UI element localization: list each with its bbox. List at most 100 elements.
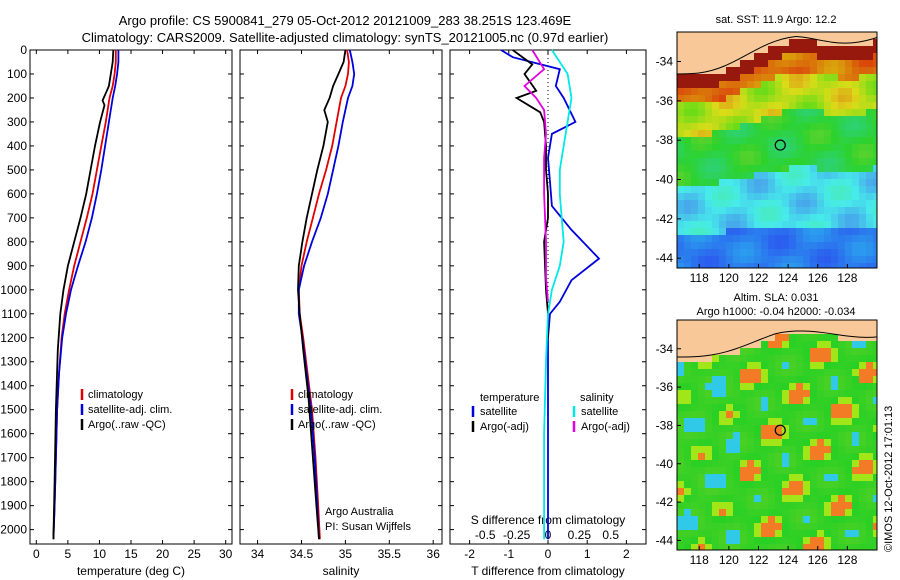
map-cell (761, 544, 769, 550)
map-cell (803, 516, 811, 524)
legend-label: satellite (480, 406, 517, 418)
map-cell (782, 362, 790, 370)
map-cell (817, 537, 825, 545)
map-cell (733, 425, 741, 433)
map-cell (810, 390, 818, 398)
map-cell (761, 249, 769, 257)
map-cell (866, 263, 874, 268)
map-cell (761, 418, 769, 426)
coastline-segment (725, 349, 734, 353)
map-cell (684, 544, 692, 550)
map-cell (691, 362, 699, 370)
map-cell (817, 418, 825, 426)
map-cell (726, 537, 734, 545)
map-cell (768, 242, 776, 250)
map-cell (719, 446, 727, 454)
map-cell (817, 411, 825, 419)
map-cell (712, 242, 720, 250)
map-cell (733, 172, 741, 180)
map-cell (754, 404, 762, 412)
map-cell (873, 137, 877, 145)
map-cell (754, 355, 762, 363)
coastline-segment (774, 331, 783, 335)
map-cell (873, 467, 877, 475)
map-cell (803, 411, 811, 419)
coastline-segment (732, 346, 741, 351)
map-cell (712, 39, 720, 47)
map-cell (852, 376, 860, 384)
map-cell (726, 214, 734, 222)
map-cell (761, 200, 769, 208)
map-cell (684, 404, 692, 412)
map-cell (838, 397, 846, 405)
map-cell (845, 158, 853, 166)
map-cell (775, 509, 783, 517)
map-cell (845, 334, 853, 342)
map-cell (831, 165, 839, 173)
map-cell (719, 502, 727, 510)
map-cell (698, 397, 706, 405)
map-cell (684, 369, 692, 377)
map-cell (782, 530, 790, 538)
map-cell (761, 179, 769, 187)
map-cell (831, 186, 839, 194)
coastline-segment (774, 38, 783, 42)
coastline-segment (697, 355, 706, 358)
map-cell (845, 460, 853, 468)
map-cell (845, 67, 853, 75)
map-cell (796, 509, 804, 517)
map-cell (677, 341, 685, 349)
map-cell (684, 242, 692, 250)
map-cell (768, 355, 776, 363)
map-cell (677, 439, 685, 447)
map-cell (859, 390, 867, 398)
map-cell (845, 362, 853, 370)
y-tick-label: 1600 (0, 427, 27, 441)
map-cell (796, 418, 804, 426)
map-cell (803, 425, 811, 433)
map-cell (866, 432, 874, 440)
map-x-tick-label: 118 (690, 271, 709, 285)
map-cell (831, 425, 839, 433)
map-cell (712, 193, 720, 201)
map-cell (817, 446, 825, 454)
map-cell (838, 116, 846, 124)
map-cell (831, 137, 839, 145)
map-cell (859, 109, 867, 117)
map-cell (824, 411, 832, 419)
map-cell (803, 446, 811, 454)
map-cell (831, 67, 839, 75)
map-cell (796, 249, 804, 257)
map-cell (712, 537, 720, 545)
map-cell (691, 418, 699, 426)
map-cell (684, 179, 692, 187)
map-cell (789, 158, 797, 166)
map-cell (824, 481, 832, 489)
map-cell (740, 334, 748, 342)
map-cell (733, 214, 741, 222)
map-cell (824, 235, 832, 243)
map-cell (768, 404, 776, 412)
map-cell (761, 397, 769, 405)
map-cell (824, 88, 832, 96)
map-cell (761, 537, 769, 545)
map-cell (859, 137, 867, 145)
map-cell (866, 88, 874, 96)
map-cell (698, 193, 706, 201)
map-cell (817, 95, 825, 103)
map-cell (810, 474, 818, 482)
map-cell (852, 109, 860, 117)
map-y-tick-label: -36 (656, 94, 674, 108)
map-cell (712, 488, 720, 496)
map-cell (810, 453, 818, 461)
map-cell (754, 123, 762, 131)
map-cell (789, 214, 797, 222)
map-cell (698, 46, 706, 54)
map-cell (789, 172, 797, 180)
map-cell (712, 544, 720, 550)
map-cell (859, 488, 867, 496)
map-cell (775, 200, 783, 208)
map-cell (726, 327, 734, 335)
map-cell (838, 214, 846, 222)
map-cell (712, 495, 720, 503)
